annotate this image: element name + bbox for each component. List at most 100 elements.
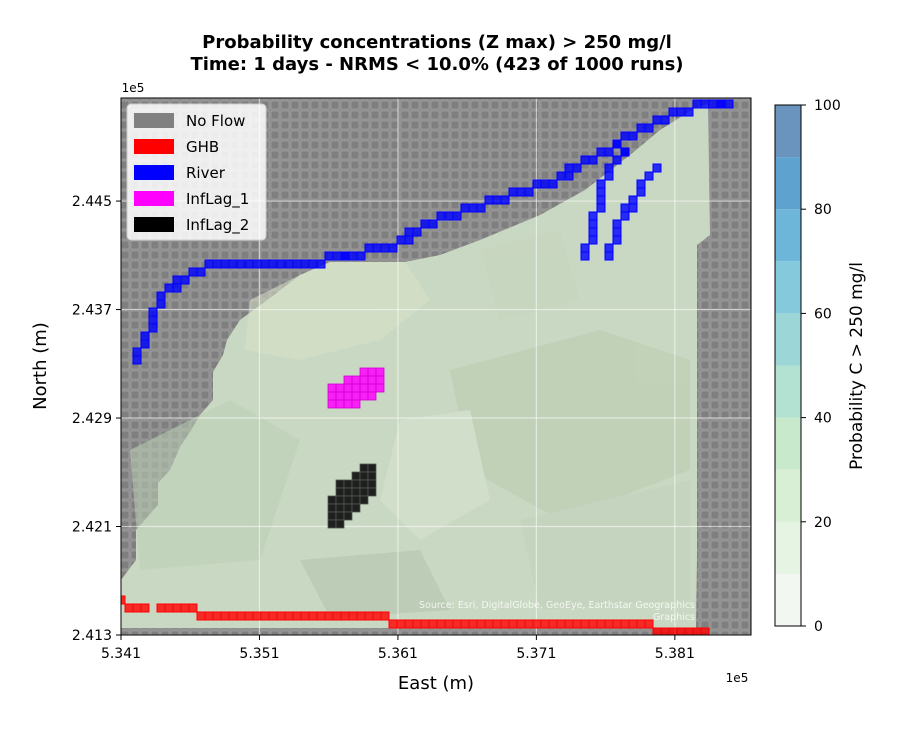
legend-swatch <box>134 139 174 154</box>
series-cell <box>140 603 150 613</box>
legend-label: InfLag_2 <box>186 216 249 235</box>
series-cell <box>572 619 582 629</box>
series-cell <box>244 259 254 269</box>
series-cell <box>332 611 342 621</box>
zone-cell <box>351 503 361 513</box>
y-tick-label: 2.445 <box>72 194 112 210</box>
series-cell <box>220 259 230 269</box>
series-cell <box>644 123 654 133</box>
series-cell <box>124 603 134 613</box>
colorbar-frame <box>774 104 802 627</box>
series-cell <box>308 611 318 621</box>
x-tick-label: 5.341 <box>101 646 141 662</box>
zone-cell <box>327 495 337 505</box>
series-cell <box>148 323 158 333</box>
series-cell <box>612 235 622 245</box>
series-cell <box>340 251 350 261</box>
series-cell <box>636 179 646 189</box>
series-cell <box>492 619 502 629</box>
zone-cell <box>343 375 353 385</box>
basemap-fields <box>130 230 690 618</box>
series-cell <box>588 155 598 165</box>
zone-cell <box>367 463 377 473</box>
series-cell <box>620 211 630 221</box>
series-cell <box>628 131 638 141</box>
x-tick-label: 5.381 <box>655 646 695 662</box>
series-cell <box>524 619 534 629</box>
series-cell <box>252 611 262 621</box>
series-cell <box>156 291 166 301</box>
series-cell <box>556 619 566 629</box>
series-cell <box>148 315 158 325</box>
zone-cell <box>335 503 345 513</box>
series-cell <box>516 187 526 197</box>
series-cell <box>300 611 310 621</box>
colorbar-level <box>775 313 801 366</box>
series-cell <box>228 611 238 621</box>
zone-cell <box>351 375 361 385</box>
series-cell <box>140 339 150 349</box>
series-cell <box>388 243 398 253</box>
series-cell <box>604 243 614 253</box>
series-cell <box>700 99 710 109</box>
series-cell <box>236 611 246 621</box>
zone-cell <box>327 503 337 513</box>
series-cell <box>180 603 190 613</box>
series-cell <box>180 275 190 285</box>
series-cell <box>484 195 494 205</box>
series-cell <box>380 243 390 253</box>
series-cell <box>596 147 606 157</box>
series-cell <box>508 619 518 629</box>
zone-cell <box>343 503 353 513</box>
series-cell <box>332 251 342 261</box>
series-cell <box>132 355 142 365</box>
zone-cell <box>359 383 369 393</box>
zone-cell <box>359 495 369 505</box>
series-cell <box>596 203 606 213</box>
series-cell <box>292 259 302 269</box>
colorbar-tick-label: 40 <box>814 411 832 427</box>
zone-cell <box>335 487 345 497</box>
series-cell <box>580 243 590 253</box>
zone-cell <box>367 479 377 489</box>
legend-label: GHB <box>186 138 219 156</box>
legend-swatch <box>134 113 174 128</box>
series-cell <box>364 611 374 621</box>
series-cell <box>564 171 574 181</box>
series-cell <box>572 163 582 173</box>
series-cell <box>604 619 614 629</box>
series-cell <box>388 619 398 629</box>
legend-label: River <box>186 164 226 182</box>
y-tick-label: 2.437 <box>72 303 112 319</box>
series-cell <box>300 259 310 269</box>
series-cell <box>612 219 622 229</box>
series-cell <box>348 611 358 621</box>
series-cell <box>252 259 262 269</box>
series-cell <box>604 171 614 181</box>
chart-title: Probability concentrations (Z max) > 250… <box>202 32 672 53</box>
series-cell <box>444 619 454 629</box>
colorbar-level <box>775 573 801 626</box>
zone-cell <box>327 383 337 393</box>
series-cell <box>412 227 422 237</box>
zone-inflag_2 <box>327 463 377 529</box>
zone-cell <box>327 399 337 409</box>
series-cell <box>164 283 174 293</box>
series-cell <box>276 259 286 269</box>
series-cell <box>708 99 718 109</box>
zone-cell <box>359 463 369 473</box>
series-cell <box>308 259 318 269</box>
series-cell <box>644 619 654 629</box>
series-cell <box>508 187 518 197</box>
series-layer <box>121 99 734 635</box>
series-cell <box>284 259 294 269</box>
series-cell <box>404 227 414 237</box>
zone-cell <box>343 511 353 521</box>
plot-frame <box>120 97 752 636</box>
colorbar-level <box>775 157 801 210</box>
zone-cell <box>351 383 361 393</box>
series-cell <box>540 179 550 189</box>
zone-layer <box>327 367 385 529</box>
